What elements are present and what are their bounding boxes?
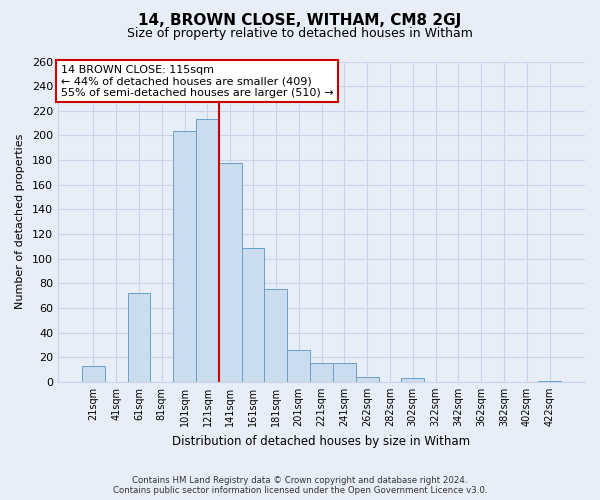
- Bar: [265, 290, 287, 382]
- Bar: [82, 366, 105, 382]
- Bar: [356, 377, 379, 382]
- Text: 14 BROWN CLOSE: 115sqm
← 44% of detached houses are smaller (409)
55% of semi-de: 14 BROWN CLOSE: 115sqm ← 44% of detached…: [61, 64, 334, 98]
- Bar: [242, 248, 265, 382]
- X-axis label: Distribution of detached houses by size in Witham: Distribution of detached houses by size …: [172, 434, 470, 448]
- Bar: [196, 120, 219, 382]
- Bar: [538, 380, 561, 382]
- Bar: [219, 162, 242, 382]
- Bar: [128, 293, 151, 382]
- Bar: [287, 350, 310, 382]
- Bar: [401, 378, 424, 382]
- Text: Size of property relative to detached houses in Witham: Size of property relative to detached ho…: [127, 28, 473, 40]
- Bar: [333, 364, 356, 382]
- Bar: [173, 130, 196, 382]
- Text: 14, BROWN CLOSE, WITHAM, CM8 2GJ: 14, BROWN CLOSE, WITHAM, CM8 2GJ: [139, 12, 461, 28]
- Y-axis label: Number of detached properties: Number of detached properties: [15, 134, 25, 310]
- Text: Contains HM Land Registry data © Crown copyright and database right 2024.
Contai: Contains HM Land Registry data © Crown c…: [113, 476, 487, 495]
- Bar: [310, 364, 333, 382]
